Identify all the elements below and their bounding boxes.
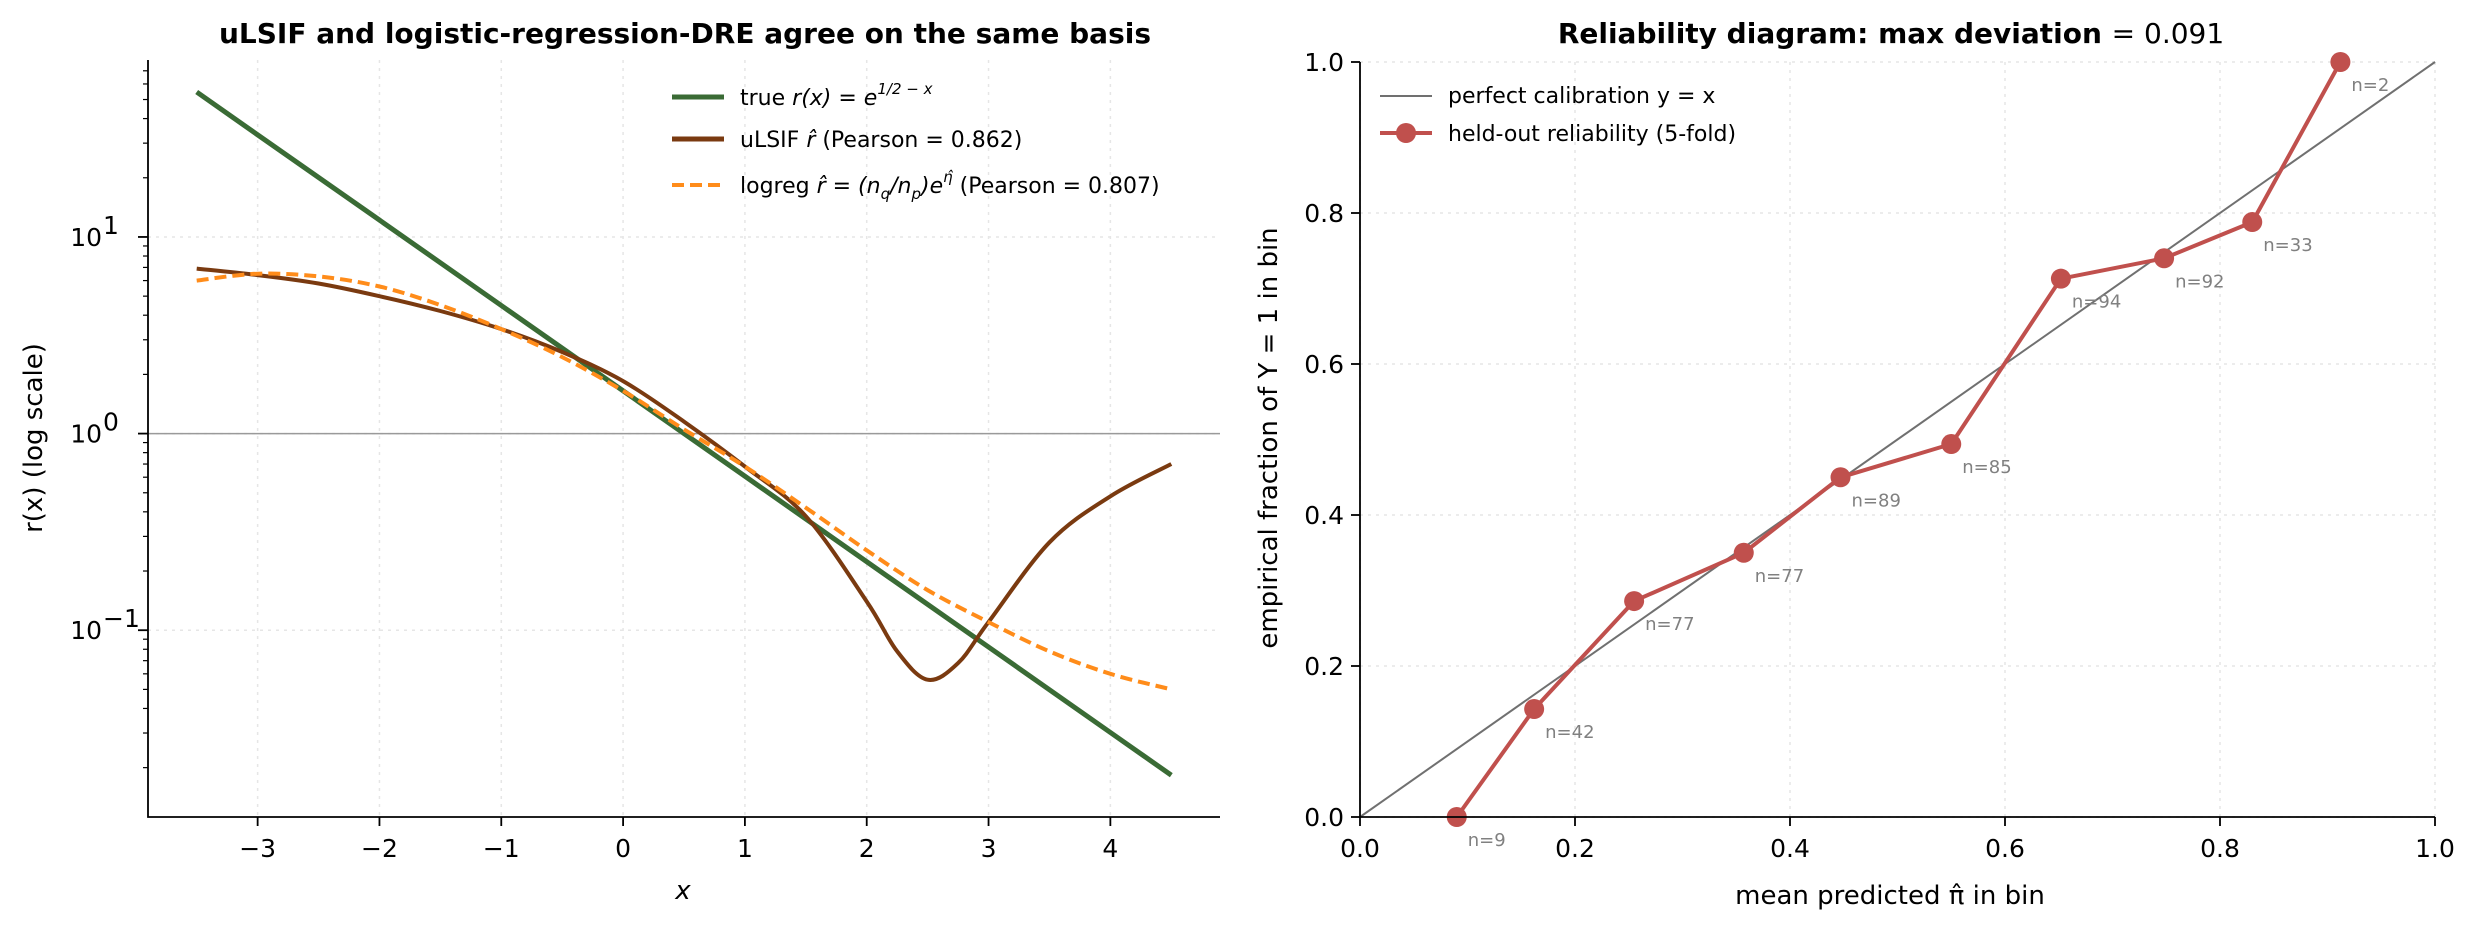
reliability-point xyxy=(1524,699,1545,720)
right-x-tick-label: 0.4 xyxy=(1770,834,1810,863)
reliability-point xyxy=(1733,542,1754,563)
reliability-bin-count-label: n=33 xyxy=(2263,235,2312,256)
reliability-bin-count-label: n=85 xyxy=(1962,457,2011,478)
left-x-axis-label: x xyxy=(674,876,691,906)
legend-marker-reliability xyxy=(1396,123,1416,143)
reliability-bin-count-label: n=77 xyxy=(1755,566,1804,587)
left-y-tick-label: 10 xyxy=(70,616,102,645)
right-chart-title: Reliability diagram: max deviation = 0.0… xyxy=(1558,17,2224,50)
reliability-point xyxy=(2154,248,2175,269)
left-x-tick-label: −2 xyxy=(361,834,398,863)
reliability-bin-count-label: n=89 xyxy=(1852,490,1901,511)
left-y-tick-exponent: 1 xyxy=(103,211,119,240)
left-x-tick-label: 1 xyxy=(737,834,753,863)
right-x-tick-label: 0.8 xyxy=(2200,834,2240,863)
left-x-tick-label: −3 xyxy=(239,834,276,863)
right-x-tick-label: 0.0 xyxy=(1340,834,1380,863)
left-y-tick-label: 10 xyxy=(70,420,102,449)
reliability-point xyxy=(2242,212,2263,233)
reliability-point xyxy=(1830,467,1851,488)
left-series xyxy=(195,89,1173,778)
legend-label-logreg: logreg r̂ = (nq/np)eη̂ (Pearson = 0.807) xyxy=(740,168,1160,203)
legend-label-perfect: perfect calibration y = x xyxy=(1448,84,1715,109)
left-y-tick-label: 10 xyxy=(70,223,102,252)
right-legend: perfect calibration y = x held-out relia… xyxy=(1380,84,1736,147)
left-x-tick-label: 4 xyxy=(1102,834,1118,863)
left-series-line-logreg xyxy=(196,271,1172,692)
left-y-tick-exponent: −1 xyxy=(103,604,140,633)
left-x-tick-label: 3 xyxy=(981,834,997,863)
right-x-tick-label: 0.2 xyxy=(1555,834,1595,863)
left-series-line-ulsif xyxy=(196,266,1173,682)
right-y-tick-label: 0.2 xyxy=(1304,652,1344,681)
left-axes-spine xyxy=(147,60,1220,818)
right-y-tick-label: 0.0 xyxy=(1304,803,1344,832)
left-x-tick-label: 0 xyxy=(615,834,631,863)
left-x-tick-label: −1 xyxy=(483,834,520,863)
legend-label-reliability: held-out reliability (5-fold) xyxy=(1448,122,1736,147)
reliability-bin-count-label: n=9 xyxy=(1468,830,1506,851)
left-x-ticks: −3 −2 −1 0 1 2 3 4 xyxy=(239,817,1118,863)
left-y-axis-label: r(x) (log scale) xyxy=(19,343,49,533)
reliability-bin-count-label: n=94 xyxy=(2072,292,2121,313)
reliability-point xyxy=(1624,591,1645,612)
right-y-ticks: 0.0 0.2 0.4 0.6 0.8 1.0 xyxy=(1304,48,1360,832)
left-series-line-true xyxy=(195,89,1173,778)
left-y-tick-exponent: 0 xyxy=(103,408,119,437)
right-y-tick-label: 0.6 xyxy=(1304,350,1344,379)
left-grid xyxy=(148,60,1220,817)
left-x-tick-label: 2 xyxy=(859,834,875,863)
right-x-axis-label: mean predicted π̂ in bin xyxy=(1735,881,2045,911)
right-x-tick-label: 1.0 xyxy=(2415,834,2455,863)
reliability-bin-count-label: n=92 xyxy=(2175,271,2224,292)
reliability-point xyxy=(1941,434,1962,455)
reliability-bin-count-label: n=42 xyxy=(1545,722,1594,743)
right-series: n=9 n=42 n=77 n=77 n=89 n=85 n=94 n=92 n=33 n=2 xyxy=(1359,52,2436,851)
reliability-bin-count-label: n=2 xyxy=(2351,75,2389,96)
right-y-tick-label: 0.4 xyxy=(1304,501,1344,530)
right-y-tick-label: 0.8 xyxy=(1304,199,1344,228)
legend-label-ulsif: uLSIF r̂ (Pearson = 0.862) xyxy=(740,128,1022,153)
right-y-tick-label: 1.0 xyxy=(1304,48,1344,77)
left-chart-title: uLSIF and logistic-regression-DRE agree … xyxy=(219,17,1151,50)
reliability-point xyxy=(2050,268,2071,289)
left-legend: true r(x) = e1/2 − x uLSIF r̂ (Pearson =… xyxy=(672,80,1160,203)
right-chart-panel: n=9 n=42 n=77 n=77 n=89 n=85 n=94 n=92 n=33 n=2 0… xyxy=(1254,17,2455,911)
perfect-calibration-line xyxy=(1359,61,2436,818)
reliability-bin-count-label: n=77 xyxy=(1645,614,1694,635)
reliability-line xyxy=(1455,61,2343,819)
reliability-point xyxy=(2330,52,2351,72)
right-x-ticks: 0.0 0.2 0.4 0.6 0.8 1.0 xyxy=(1340,817,2455,863)
legend-label-true: true r(x) = e1/2 − x xyxy=(740,80,933,111)
right-y-axis-label: empirical fraction of Y = 1 in bin xyxy=(1254,227,1284,648)
right-x-tick-label: 0.6 xyxy=(1985,834,2025,863)
